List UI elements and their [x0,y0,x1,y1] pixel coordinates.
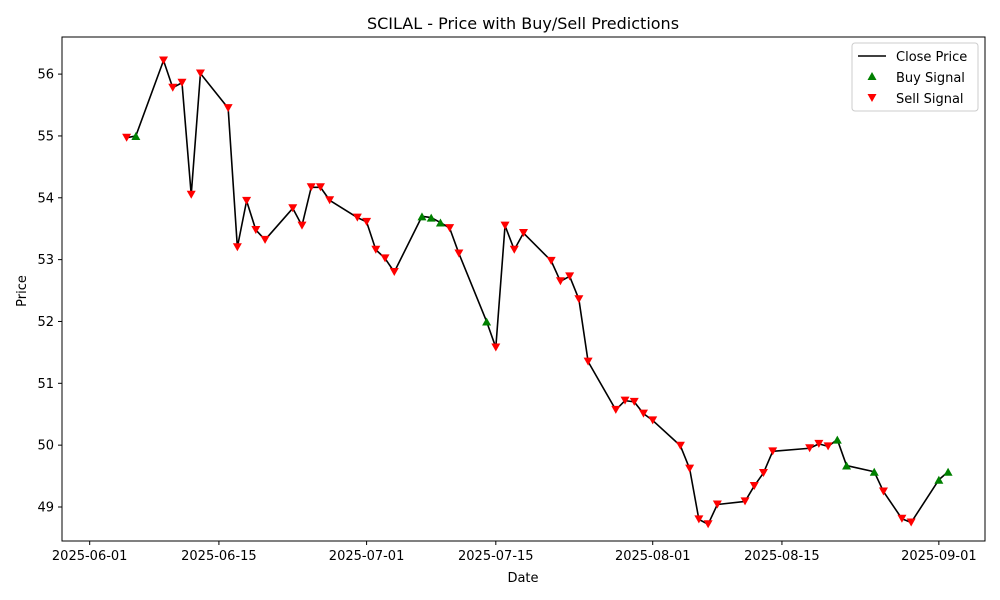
x-tick-label: 2025-08-15 [744,549,820,564]
sell-signal-marker [195,69,205,78]
buy-signal-marker [934,475,944,484]
sell-signal-marker [648,416,658,425]
legend-box [851,42,979,112]
sell-signal-marker [768,447,778,456]
legend-sell-marker [867,94,877,102]
sell-signal-marker [712,500,722,509]
sell-signal-marker [897,514,907,523]
sell-signal-marker [352,213,362,222]
plot-area: 2025-06-01 2025-06-15 2025-07-01 2025-07-15… [37,36,986,564]
legend: Close Price Buy Signal Sell Signal [851,42,979,112]
sell-signal-marker [371,245,381,254]
y-tick-label: 56 [37,68,54,83]
sell-signal-marker [232,243,242,252]
x-tick-label: 2025-06-01 [52,549,128,564]
buy-signal-marker [482,317,492,326]
y-axis: 49 50 51 52 53 54 55 56 [37,68,62,515]
sell-signal-marker [122,133,132,142]
sell-signal-marker [454,249,464,258]
sell-signal-marker [611,405,621,414]
sell-signal-marker [906,518,916,527]
sell-signal-marker [500,221,510,230]
y-tick-label: 50 [37,439,54,454]
plot-frame [61,36,986,542]
sell-signal-marker [546,256,556,265]
buy-signal-marker [417,212,427,221]
sell-signal-marker [177,78,187,87]
sell-signal-marker [574,295,584,304]
sell-signal-marker [555,277,565,286]
sell-signal-marker [620,396,630,405]
sell-signal-marker [814,439,824,448]
sell-signal-marker [675,441,685,450]
sell-signal-marker [491,343,501,352]
sell-signal-marker [242,196,252,205]
sell-signal-marker [288,204,298,213]
legend-label-close-price: Close Price [896,50,967,65]
buy-signal-marker [943,467,953,476]
x-tick-label: 2025-09-01 [901,549,977,564]
sell-signal-marker [362,217,372,226]
y-tick-label: 52 [37,315,54,330]
sell-signal-marker [509,245,519,254]
y-axis-label: Price [15,275,30,307]
sell-signal-marker [629,397,639,406]
sell-signal-marker [260,235,270,244]
sell-signal-marker [519,229,528,238]
x-tick-label: 2025-06-15 [181,549,257,564]
y-tick-label: 55 [37,129,54,144]
y-tick-label: 53 [37,253,54,268]
sell-signal-marker [565,272,575,281]
sell-signal-marker [389,267,399,276]
sell-signal-marker [805,444,815,453]
buy-signal-markers [131,131,953,484]
legend-label-buy-signal: Buy Signal [896,71,965,86]
x-axis: 2025-06-01 2025-06-15 2025-07-01 2025-07-15… [52,541,977,564]
sell-signal-marker [445,224,455,233]
buy-signal-marker [435,218,445,227]
buy-signal-marker [842,461,852,470]
y-tick-label: 51 [37,377,54,392]
sell-signal-marker [325,196,335,205]
x-axis-label: Date [507,571,538,586]
sell-signal-marker [159,56,169,65]
sell-signal-marker [823,442,833,451]
sell-signal-marker [583,357,593,366]
sell-signal-marker [740,497,750,506]
sell-signal-marker [758,468,768,477]
y-tick-label: 54 [37,191,54,206]
series-line-close-price [126,59,949,526]
sell-signal-marker [878,487,888,496]
sell-signal-marker [694,515,704,524]
sell-signal-marker [685,464,695,473]
x-tick-label: 2025-08-01 [615,549,691,564]
sell-signal-marker [251,225,261,234]
y-tick-label: 49 [37,500,54,515]
legend-buy-marker [867,72,877,80]
buy-signal-marker [131,131,141,140]
sell-signal-marker [638,409,648,418]
buy-signal-marker [869,467,879,476]
sell-signal-marker [297,221,307,230]
sell-signal-marker [168,83,178,92]
buy-signal-marker [426,213,436,222]
chart-title: SCILAL - Price with Buy/Sell Predictions [367,14,679,33]
sell-signal-marker [306,183,316,192]
x-tick-label: 2025-07-15 [458,549,534,564]
sell-signal-marker [315,183,325,192]
sell-signal-markers [122,56,916,529]
x-tick-label: 2025-07-01 [329,549,405,564]
buy-signal-marker [832,435,842,444]
sell-signal-marker [223,104,233,113]
sell-signal-marker [749,481,759,490]
sell-signal-marker [186,190,196,199]
sell-signal-marker [380,254,390,263]
sell-signal-marker [703,520,713,529]
legend-label-sell-signal: Sell Signal [896,92,964,107]
